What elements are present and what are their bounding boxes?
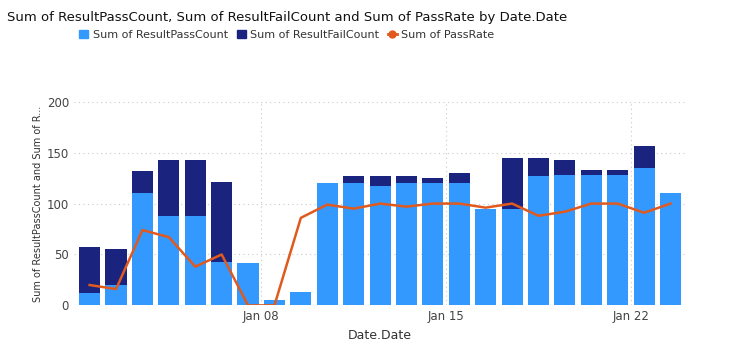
Bar: [158, 160, 179, 216]
Bar: [660, 193, 681, 305]
Bar: [264, 300, 285, 305]
Bar: [422, 178, 444, 183]
Bar: [607, 175, 628, 305]
Bar: [633, 168, 655, 305]
Text: Sum of ResultPassCount, Sum of ResultFailCount and Sum of PassRate by Date.Date: Sum of ResultPassCount, Sum of ResultFai…: [7, 11, 568, 24]
Bar: [106, 249, 127, 285]
X-axis label: Date.Date: Date.Date: [348, 329, 412, 342]
Bar: [158, 216, 179, 305]
Bar: [370, 176, 390, 186]
Bar: [211, 261, 232, 305]
Bar: [449, 183, 470, 305]
Bar: [132, 193, 153, 305]
Bar: [79, 247, 100, 293]
Bar: [581, 170, 602, 175]
Bar: [554, 160, 576, 175]
Bar: [238, 263, 258, 305]
Bar: [211, 182, 232, 261]
Bar: [528, 158, 549, 176]
Bar: [449, 173, 470, 183]
Bar: [528, 176, 549, 305]
Bar: [633, 146, 655, 168]
Bar: [396, 176, 417, 183]
Bar: [106, 285, 127, 305]
Bar: [370, 186, 390, 305]
Bar: [502, 158, 523, 208]
Bar: [607, 170, 628, 175]
Bar: [184, 216, 206, 305]
Legend: Sum of ResultPassCount, Sum of ResultFailCount, Sum of PassRate: Sum of ResultPassCount, Sum of ResultFai…: [80, 30, 494, 40]
Bar: [343, 183, 365, 305]
Bar: [422, 183, 444, 305]
Bar: [502, 208, 523, 305]
Bar: [79, 293, 100, 305]
Bar: [475, 208, 496, 305]
Bar: [132, 171, 153, 193]
Bar: [184, 160, 206, 216]
Bar: [343, 176, 365, 183]
Bar: [317, 183, 338, 305]
Y-axis label: Sum of ResultPassCount and Sum of R...: Sum of ResultPassCount and Sum of R...: [32, 105, 43, 302]
Bar: [396, 183, 417, 305]
Bar: [581, 175, 602, 305]
Bar: [554, 175, 576, 305]
Bar: [290, 292, 311, 305]
